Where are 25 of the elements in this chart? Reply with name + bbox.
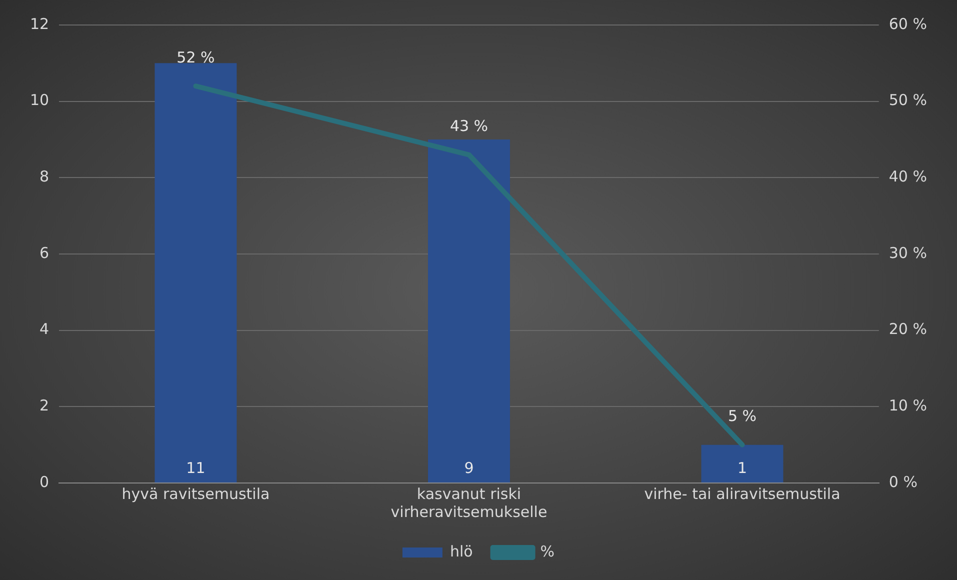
data-label: 43 % (450, 117, 488, 136)
y2-tick-label: 10 % (888, 396, 927, 415)
y-tick-label: 10 (30, 91, 50, 110)
legend-label: % (540, 542, 555, 560)
y-tick-label: 0 (40, 472, 50, 491)
y-tick-label: 8 (40, 168, 50, 186)
y2-tick-label: 60 % (888, 14, 927, 33)
x-tick-label: kasvanut riski virheravitsemukselle (390, 484, 548, 521)
data-label: 9 (464, 458, 474, 477)
data-label: 1 (737, 458, 748, 477)
y2-tick-label: 30 % (888, 244, 927, 262)
y2-tick-label: 0 % (888, 472, 918, 491)
data-label: 52 % (176, 48, 215, 66)
y-tick-label: 4 (40, 320, 50, 338)
data-label: 5 % (728, 407, 757, 426)
data-label: 11 (186, 458, 206, 477)
y-tick-label: 2 (40, 396, 50, 415)
y-tick-label: 6 (40, 244, 50, 262)
y-tick-label: 12 (30, 14, 50, 33)
y2-tick-label: 50 % (888, 91, 927, 110)
x-tick-label: hyvä ravitsemustila (122, 484, 270, 503)
y2-tick-label: 20 % (888, 320, 927, 338)
y2-tick-label: 40 % (888, 168, 927, 186)
x-tick-label: virhe- tai aliravitsemustila (644, 484, 840, 503)
legend-label: hlö (450, 542, 473, 560)
